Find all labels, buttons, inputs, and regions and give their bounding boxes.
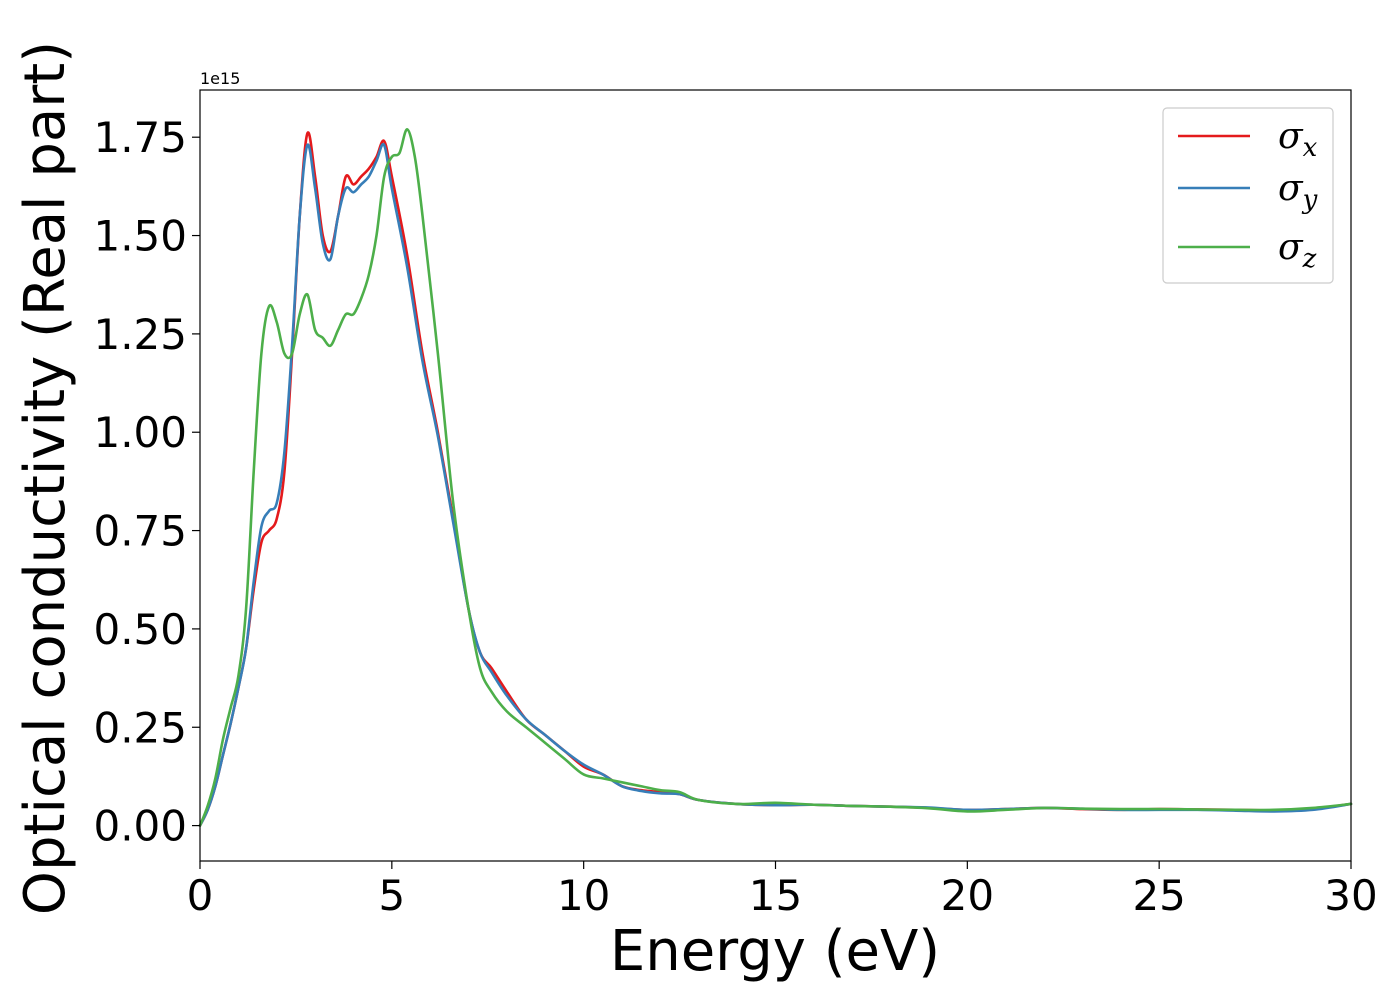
y-tick-label: 0.00 bbox=[93, 802, 187, 851]
legend-label-sigma-y: σy bbox=[1278, 168, 1318, 215]
legend-subscript: x bbox=[1303, 133, 1318, 163]
y-tick-label: 0.50 bbox=[93, 605, 187, 654]
legend-subscript: y bbox=[1302, 185, 1318, 215]
y-tick-label: 0.75 bbox=[93, 507, 187, 556]
x-tick-label: 20 bbox=[941, 871, 994, 920]
y-tick-label: 1.00 bbox=[93, 408, 187, 457]
series-layer bbox=[198, 128, 1353, 827]
x-tick-label: 5 bbox=[378, 871, 405, 920]
y-axis-title: Optical conductivity (Real part) bbox=[13, 41, 78, 915]
y-tick-label: 0.25 bbox=[93, 703, 187, 752]
x-axis-title: Energy (eV) bbox=[610, 919, 940, 984]
y-tick-label: 1.25 bbox=[93, 310, 187, 359]
series-line-sigma-y bbox=[198, 142, 1353, 827]
x-tick-label: 30 bbox=[1324, 871, 1377, 920]
legend-subscript: z bbox=[1302, 244, 1317, 274]
y-multiplier-label: 1e15 bbox=[200, 69, 240, 88]
legend-frame bbox=[1162, 107, 1334, 284]
x-tick-label: 25 bbox=[1132, 871, 1185, 920]
legend-label-sigma-z: σz bbox=[1278, 227, 1317, 274]
plot-background bbox=[200, 90, 1351, 861]
legend-symbol: σ bbox=[1278, 116, 1304, 157]
legend-symbol: σ bbox=[1278, 168, 1304, 209]
series-line-sigma-z bbox=[198, 128, 1353, 827]
x-tick-label: 10 bbox=[557, 871, 610, 920]
y-tick-label: 1.75 bbox=[93, 113, 187, 162]
x-tick-label: 0 bbox=[187, 871, 214, 920]
x-tick-label: 15 bbox=[749, 871, 802, 920]
x-axis-ticks: 0 5 10 15 20 25 30 bbox=[187, 861, 1378, 920]
y-axis-ticks: 0.00 0.25 0.50 0.75 1.00 1.25 1.50 1.75 bbox=[93, 113, 200, 851]
legend-label-sigma-x: σx bbox=[1278, 116, 1318, 163]
y-tick-label: 1.50 bbox=[93, 212, 187, 261]
legend-symbol: σ bbox=[1278, 227, 1304, 268]
